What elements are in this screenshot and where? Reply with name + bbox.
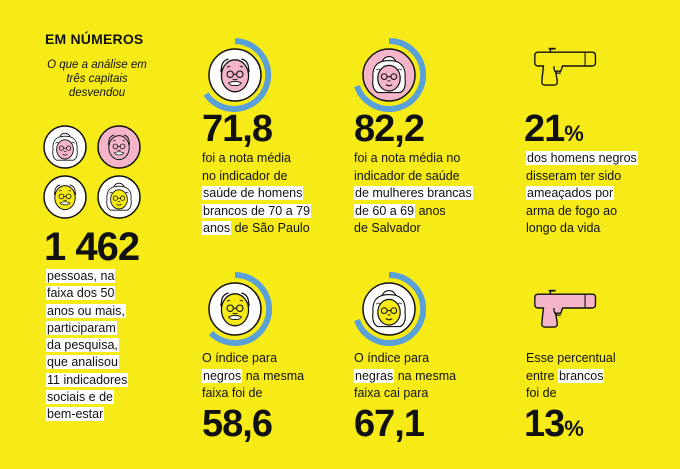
- elderly-white-man-icon: [97, 125, 141, 169]
- text-line: disseram ter sido: [526, 168, 622, 183]
- black-men-index-text: O índice para negros na mesma faixa foi …: [202, 350, 304, 403]
- text-line: O índice para: [202, 351, 278, 365]
- intro-line: anos ou mais,: [46, 303, 126, 318]
- intro-line: faixa dos 50: [46, 286, 116, 301]
- intro-line: bem-estar: [46, 407, 105, 422]
- elderly-black-woman-icon: [354, 272, 426, 346]
- text-line: foi de: [526, 386, 557, 400]
- text-line: ameaçados por: [526, 186, 615, 200]
- text-line: na mesma: [242, 368, 305, 383]
- text-line: foi a nota média no: [354, 151, 461, 165]
- intro-text: pessoas, na faixa dos 50 anos ou mais, p…: [46, 268, 129, 424]
- elderly-black-man-icon: [208, 272, 272, 346]
- white-men-score: 71,8: [202, 108, 273, 150]
- text-line: brancos: [557, 368, 605, 383]
- text-line: anos: [415, 203, 446, 218]
- pistol-icon: [530, 282, 602, 334]
- text-line: de Salvador: [354, 221, 421, 235]
- black-men-threat-text: dos homens negros disseram ter sido amea…: [526, 150, 638, 238]
- percent-sign: %: [564, 121, 584, 146]
- text-line: brancos de 70 a 79: [202, 203, 312, 218]
- text-line: de 60 a 69: [354, 203, 416, 218]
- intro-line: que analisou: [46, 355, 119, 370]
- text-line: Esse percentual: [526, 351, 616, 365]
- intro-line: da pesquisa,: [46, 338, 119, 353]
- elderly-white-man-icon: [203, 38, 272, 112]
- elderly-white-woman-icon: [354, 38, 426, 112]
- intro-line: participaram: [46, 320, 117, 335]
- intro-number: 1 462: [44, 225, 140, 269]
- elderly-black-woman-icon: [97, 175, 141, 219]
- text-line: no indicador de: [202, 168, 288, 183]
- white-men-text: foi a nota média no indicador de saúde d…: [202, 150, 312, 238]
- text-line: na mesma: [394, 368, 457, 383]
- text-line: dos homens negros: [526, 151, 638, 165]
- elderly-white-man-icon: [43, 125, 87, 169]
- text-line: indicador de saúde: [354, 168, 460, 183]
- text-line: de São Paulo: [231, 221, 310, 235]
- white-men-threat-text: Esse percentual entre brancos foi de: [526, 350, 616, 403]
- intro-line: sociais e de: [46, 390, 115, 405]
- text-line: longo da vida: [526, 221, 601, 235]
- text-line: arma de fogo ao: [526, 203, 618, 218]
- text-line: de mulheres brancas: [354, 186, 473, 200]
- white-women-text: foi a nota média no indicador de saúde d…: [354, 150, 473, 238]
- text-line: entre: [526, 368, 558, 383]
- white-men-threat-percent: 13%: [524, 403, 584, 448]
- text-line: faixa foi de: [202, 386, 263, 400]
- percent-value: 13: [524, 403, 565, 445]
- section-title: EM NÚMEROS: [45, 31, 144, 47]
- intro-line: 11 indicadores: [46, 372, 129, 387]
- percent-sign: %: [564, 416, 584, 441]
- text-line: anos: [202, 221, 232, 235]
- black-women-index-text: O índice para negras na mesma faixa cai …: [354, 350, 456, 403]
- elderly-black-man-icon: [43, 175, 87, 219]
- text-line: saúde de homens: [202, 186, 304, 200]
- pistol-icon: [530, 40, 602, 92]
- text-line: negras: [354, 368, 395, 383]
- black-men-threat-percent: 21%: [524, 108, 584, 153]
- text-line: faixa cai para: [354, 386, 429, 400]
- black-women-score: 67,1: [354, 403, 425, 445]
- section-subtitle: O que a análise em três capitais desvend…: [47, 59, 147, 99]
- percent-value: 21: [524, 108, 565, 150]
- black-men-score: 58,6: [202, 403, 273, 445]
- text-line: foi a nota média: [202, 151, 291, 165]
- intro-line: pessoas, na: [46, 269, 116, 283]
- white-women-score: 82,2: [354, 108, 425, 150]
- text-line: negros: [202, 368, 243, 383]
- text-line: O índice para: [354, 351, 430, 365]
